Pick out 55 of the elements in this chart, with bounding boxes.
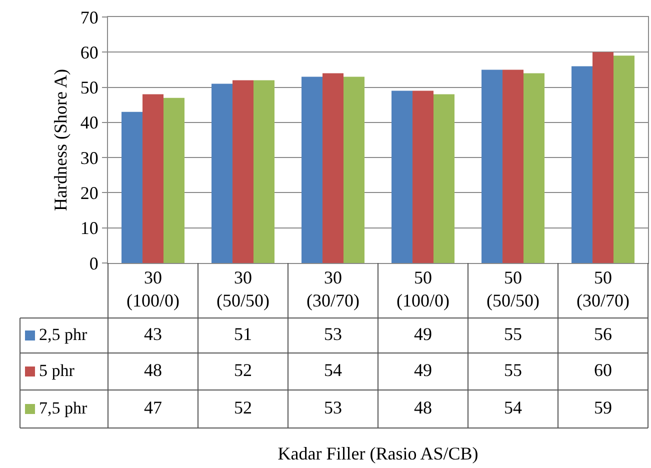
data-label: 59: [594, 398, 612, 418]
bar: [122, 112, 142, 263]
data-label: 52: [234, 360, 252, 380]
data-label: 60: [594, 360, 612, 380]
bar: [142, 94, 164, 263]
data-label: 49: [414, 360, 432, 380]
data-label: 54: [324, 360, 342, 380]
bar: [502, 70, 524, 263]
bar: [344, 76, 364, 263]
bar: [302, 76, 322, 263]
data-label: 48: [144, 360, 162, 380]
data-label: 55: [504, 360, 522, 380]
bar: [524, 73, 544, 263]
y-tick-label: 0: [89, 253, 98, 274]
data-label: 53: [324, 398, 342, 418]
x-tick-label: 50 (50/50): [486, 267, 540, 311]
y-tick-label: 30: [80, 148, 98, 168]
y-tick-label: 40: [80, 112, 98, 133]
bar: [392, 90, 412, 263]
bar: [164, 98, 184, 263]
y-tick-label: 60: [80, 42, 98, 62]
bar: [614, 56, 634, 263]
bar: [232, 80, 254, 263]
y-tick-label: 70: [80, 7, 98, 28]
bar: [254, 80, 274, 263]
data-label: 56: [594, 324, 612, 344]
data-label: 43: [144, 324, 162, 344]
bar: [572, 66, 592, 263]
data-label: 55: [504, 324, 522, 344]
x-tick-label: 50 (100/0): [396, 267, 450, 311]
bar: [412, 90, 434, 263]
bar: [434, 94, 454, 263]
data-label: 52: [234, 398, 252, 418]
x-tick-label: 30 (50/50): [216, 267, 270, 311]
bar: [322, 73, 344, 263]
x-tick-label: 50 (30/70): [576, 267, 630, 311]
bar: [482, 70, 502, 263]
x-tick-label: 30 (100/0): [126, 267, 180, 311]
legend-label: 2,5 phr: [39, 324, 88, 344]
y-tick-label: 50: [80, 78, 98, 98]
text: Kadar Filler (Rasio AS/CB): [278, 444, 478, 464]
bar: [592, 52, 614, 263]
x-tick-label: 30 (30/70): [306, 267, 360, 311]
data-label: 49: [414, 324, 432, 344]
bar: [212, 84, 232, 263]
legend-label: 7,5 phr: [39, 398, 88, 418]
data-label: 53: [324, 324, 342, 344]
y-axis-title: Hardness (Shore A): [50, 69, 71, 211]
y-tick-label: 10: [80, 218, 98, 238]
data-label: 48: [414, 398, 432, 418]
data-label: 51: [234, 324, 252, 344]
data-label: 54: [504, 398, 522, 418]
y-tick-label: 20: [80, 183, 98, 204]
data-label: 47: [144, 398, 162, 418]
legend-label: 5 phr: [39, 360, 75, 380]
